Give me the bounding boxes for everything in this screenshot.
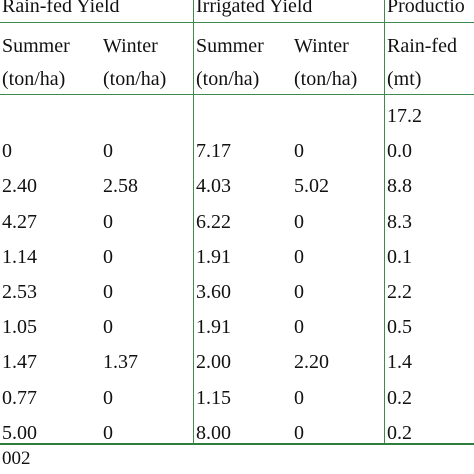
table-cell: 0 — [103, 211, 113, 233]
unit-header: (ton/ha) — [294, 68, 358, 90]
header-rule — [0, 94, 474, 95]
season-header: Winter — [103, 35, 158, 57]
table-cell: 0 — [294, 281, 304, 303]
group-header-irrigated: Irrigated Yield — [196, 0, 313, 17]
season-header: Summer — [2, 35, 70, 57]
table-cell: 1.15 — [196, 387, 231, 409]
table-cell: 4.27 — [2, 211, 37, 233]
table-cell: 1.05 — [2, 316, 37, 338]
table-cell: 0 — [103, 316, 113, 338]
table-cell: 0 — [103, 140, 113, 162]
table-cell: 1.47 — [2, 351, 37, 373]
table-cell: 0 — [294, 140, 304, 162]
table-cell: 2.40 — [2, 175, 37, 197]
unit-header: (mt) — [387, 68, 422, 90]
table-cell: 2.2 — [387, 281, 412, 303]
season-header: Rain-fed — [387, 35, 457, 57]
footer-text: 002 — [2, 448, 31, 469]
table-cell: 1.91 — [196, 246, 231, 268]
table-cell: 2.00 — [196, 351, 231, 373]
table-cell: 0 — [294, 387, 304, 409]
table-cell: 8.3 — [387, 211, 412, 233]
table-cell: 0 — [103, 281, 113, 303]
table-cell: 2.53 — [2, 281, 37, 303]
table-cell: 5.00 — [2, 422, 37, 444]
table-cell: 0.1 — [387, 246, 412, 268]
table-cell: 2.20 — [294, 351, 329, 373]
table-cell: 0 — [294, 422, 304, 444]
table-cell: 0.5 — [387, 316, 412, 338]
table-cell: 1.4 — [387, 351, 412, 373]
table-cell: 0.77 — [2, 387, 37, 409]
table-cell: 3.60 — [196, 281, 231, 303]
table-cell: 0.2 — [387, 422, 412, 444]
season-header: Summer — [196, 35, 264, 57]
column-divider — [193, 0, 194, 444]
table-cell: 0 — [294, 316, 304, 338]
table-cell: 0 — [103, 422, 113, 444]
table-cell: 0 — [2, 140, 12, 162]
header-rule — [0, 22, 474, 23]
table-cell: 6.22 — [196, 211, 231, 233]
table-cell: 0.0 — [387, 140, 412, 162]
table-cell: 0 — [294, 246, 304, 268]
group-header-production: Productio — [387, 0, 465, 17]
table-cell: 2.58 — [103, 175, 138, 197]
unit-header: (ton/ha) — [2, 68, 66, 90]
unit-header: (ton/ha) — [196, 68, 260, 90]
table-cell: 0 — [103, 246, 113, 268]
unit-header: (ton/ha) — [103, 68, 167, 90]
group-header-rainfed: Rain-fed Yield — [2, 0, 120, 17]
column-divider — [384, 0, 385, 444]
table-cell: 1.14 — [2, 246, 37, 268]
table-cell: 1.91 — [196, 316, 231, 338]
table-cell: 1.37 — [103, 351, 138, 373]
table-cell: 17.2 — [387, 105, 422, 127]
table-cell: 7.17 — [196, 140, 231, 162]
table-bottom-rule — [0, 443, 474, 445]
table-cell: 5.02 — [294, 175, 329, 197]
season-header: Winter — [294, 35, 349, 57]
table-cell: 8.00 — [196, 422, 231, 444]
table-cell: 0 — [294, 211, 304, 233]
table-cell: 0 — [103, 387, 113, 409]
table-cell: 4.03 — [196, 175, 231, 197]
table-cell: 8.8 — [387, 175, 412, 197]
table-cell: 0.2 — [387, 387, 412, 409]
